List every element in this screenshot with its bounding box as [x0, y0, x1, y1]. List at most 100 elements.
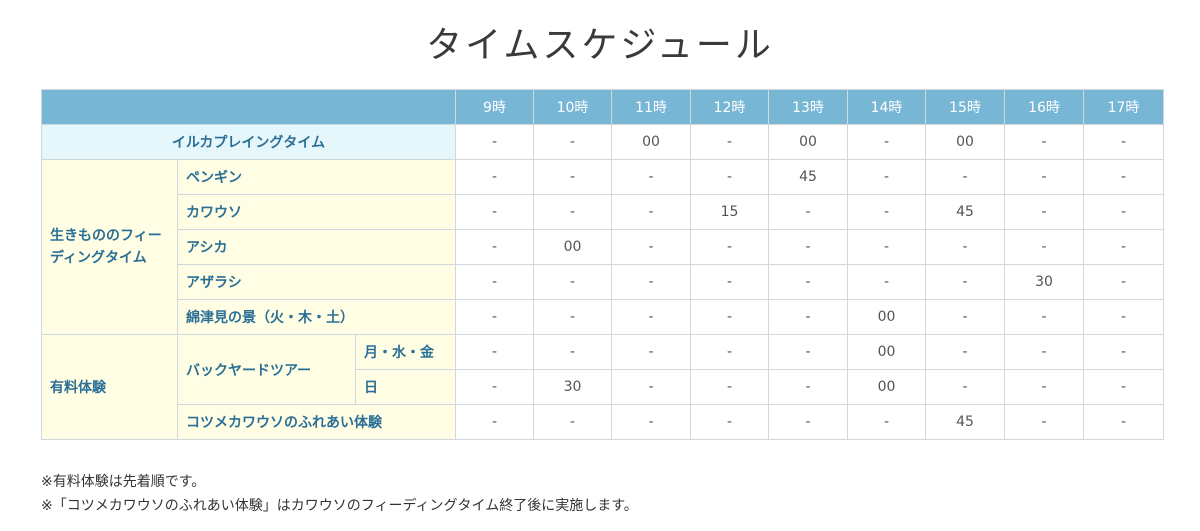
hour-header: 9時 [455, 89, 535, 125]
table-row-sealion: アシカ - 00 - - - - - - - [42, 229, 1165, 265]
time-cell: - [925, 264, 1006, 300]
row-label-sealion: アシカ [176, 229, 457, 265]
table-row-dolphin: イルカプレイングタイム - - 00 - 00 - 00 - - [40, 124, 1165, 160]
time-cell: 15 [690, 194, 770, 230]
time-cell: - [847, 124, 927, 160]
row-label-backyard: バックヤードツアー [177, 334, 356, 405]
table-row-backyard-weekday: 有料体験 バックヤードツアー 月・水・金 - - - - - 00 - - - [41, 334, 1165, 440]
time-cell: - [768, 229, 849, 265]
time-cell: - [1004, 404, 1085, 440]
time-cell: - [455, 334, 535, 370]
time-cell: - [768, 404, 849, 440]
time-cell: - [611, 369, 692, 405]
row-label-penguin: ペンギン [176, 159, 457, 195]
time-cell: - [1083, 404, 1165, 440]
time-cell: 45 [768, 159, 849, 195]
time-cell: - [611, 334, 692, 370]
time-cell: 00 [611, 124, 692, 160]
time-cell: - [847, 229, 927, 265]
time-cell: - [533, 334, 613, 370]
table-row-clawless: コツメカワウソのふれあい体験 - - - - - - 45 - - [42, 404, 1165, 440]
time-cell: - [690, 404, 770, 440]
time-cell: - [1083, 229, 1165, 265]
hour-header: 15時 [925, 89, 1006, 125]
time-cell: - [925, 369, 1006, 405]
time-cell: - [1004, 334, 1085, 370]
time-cell: - [690, 334, 770, 370]
time-cell: 00 [925, 124, 1006, 160]
time-cell: - [533, 264, 613, 300]
time-cell: - [1083, 264, 1165, 300]
time-cell: - [533, 299, 613, 335]
table-row-backyard-sunday: 日 - 30 - - - 00 - - - [42, 369, 1165, 405]
time-cell: - [455, 124, 535, 160]
time-cell: - [925, 229, 1006, 265]
time-cell: - [690, 229, 770, 265]
time-cell: - [847, 194, 927, 230]
time-cell: - [1083, 159, 1165, 195]
hour-header: 13時 [768, 89, 849, 125]
page-title: タイムスケジュール [426, 25, 774, 66]
time-cell: - [768, 264, 849, 300]
time-cell: - [690, 369, 770, 405]
time-cell: - [455, 159, 535, 195]
header-row: 9時 10時 11時 12時 13時 14時 15時 16時 17時 [40, 89, 1165, 125]
time-cell: - [925, 334, 1006, 370]
header-blank [40, 89, 457, 125]
time-cell: - [611, 299, 692, 335]
time-cell: - [533, 159, 613, 195]
time-cell: - [1083, 124, 1165, 160]
group-label-paid: 有料体験 [41, 334, 178, 440]
time-cell: - [1004, 124, 1085, 160]
time-cell: - [925, 159, 1006, 195]
time-cell: 00 [533, 229, 613, 265]
time-cell: - [533, 194, 613, 230]
time-cell: - [455, 299, 535, 335]
time-cell: - [768, 299, 849, 335]
time-cell: - [768, 369, 849, 405]
table-row-watami: 綿津見の景（火・木・土） - - - - - 00 - - - [42, 299, 1165, 335]
sub-label-weekday: 月・水・金 [354, 334, 457, 370]
time-cell: - [1083, 299, 1165, 335]
time-cell: - [611, 229, 692, 265]
time-cell: - [455, 229, 535, 265]
hour-header: 11時 [611, 89, 692, 125]
time-cell: 45 [925, 404, 1006, 440]
row-label-clawless: コツメカワウソのふれあい体験 [176, 404, 457, 440]
time-cell: - [690, 159, 770, 195]
table-row-penguin: 生きもののフィーディングタイム ペンギン - - - - 45 - - - - [41, 159, 1165, 335]
time-cell: - [1004, 194, 1085, 230]
hour-header: 14時 [847, 89, 927, 125]
time-cell: - [1083, 334, 1165, 370]
row-label-watami: 綿津見の景（火・木・土） [176, 299, 457, 335]
table-row-otter: カワウソ - - - 15 - - 45 - - [42, 194, 1165, 230]
time-cell: 00 [768, 124, 849, 160]
time-cell: - [1004, 299, 1085, 335]
note-first-come: ※有料体験は先着順です。 [41, 474, 206, 490]
time-cell: - [533, 404, 613, 440]
time-cell: - [1004, 159, 1085, 195]
time-cell: - [847, 264, 927, 300]
hour-header: 10時 [533, 89, 613, 125]
time-cell: - [455, 264, 535, 300]
time-cell: - [768, 334, 849, 370]
group-label-feeding-text: 生きもののフィーディングタイム [50, 228, 162, 266]
time-cell: - [847, 404, 927, 440]
row-label-otter: カワウソ [176, 194, 457, 230]
time-cell: 00 [847, 299, 927, 335]
time-cell: - [455, 404, 535, 440]
time-cell: - [611, 404, 692, 440]
time-cell: - [1004, 229, 1085, 265]
schedule-table: 9時 10時 11時 12時 13時 14時 15時 16時 17時 イルカプレ… [40, 89, 1165, 440]
time-cell: - [611, 264, 692, 300]
time-cell: - [1083, 194, 1165, 230]
table-row-seal: アザラシ - - - - - - - 30 - [42, 264, 1165, 300]
time-cell: 45 [925, 194, 1006, 230]
time-cell: - [533, 124, 613, 160]
row-label-seal: アザラシ [176, 264, 457, 300]
time-cell: 00 [847, 369, 927, 405]
sub-label-sunday: 日 [354, 369, 457, 405]
hour-header: 17時 [1083, 89, 1165, 125]
time-cell: - [925, 299, 1006, 335]
time-cell: - [611, 194, 692, 230]
